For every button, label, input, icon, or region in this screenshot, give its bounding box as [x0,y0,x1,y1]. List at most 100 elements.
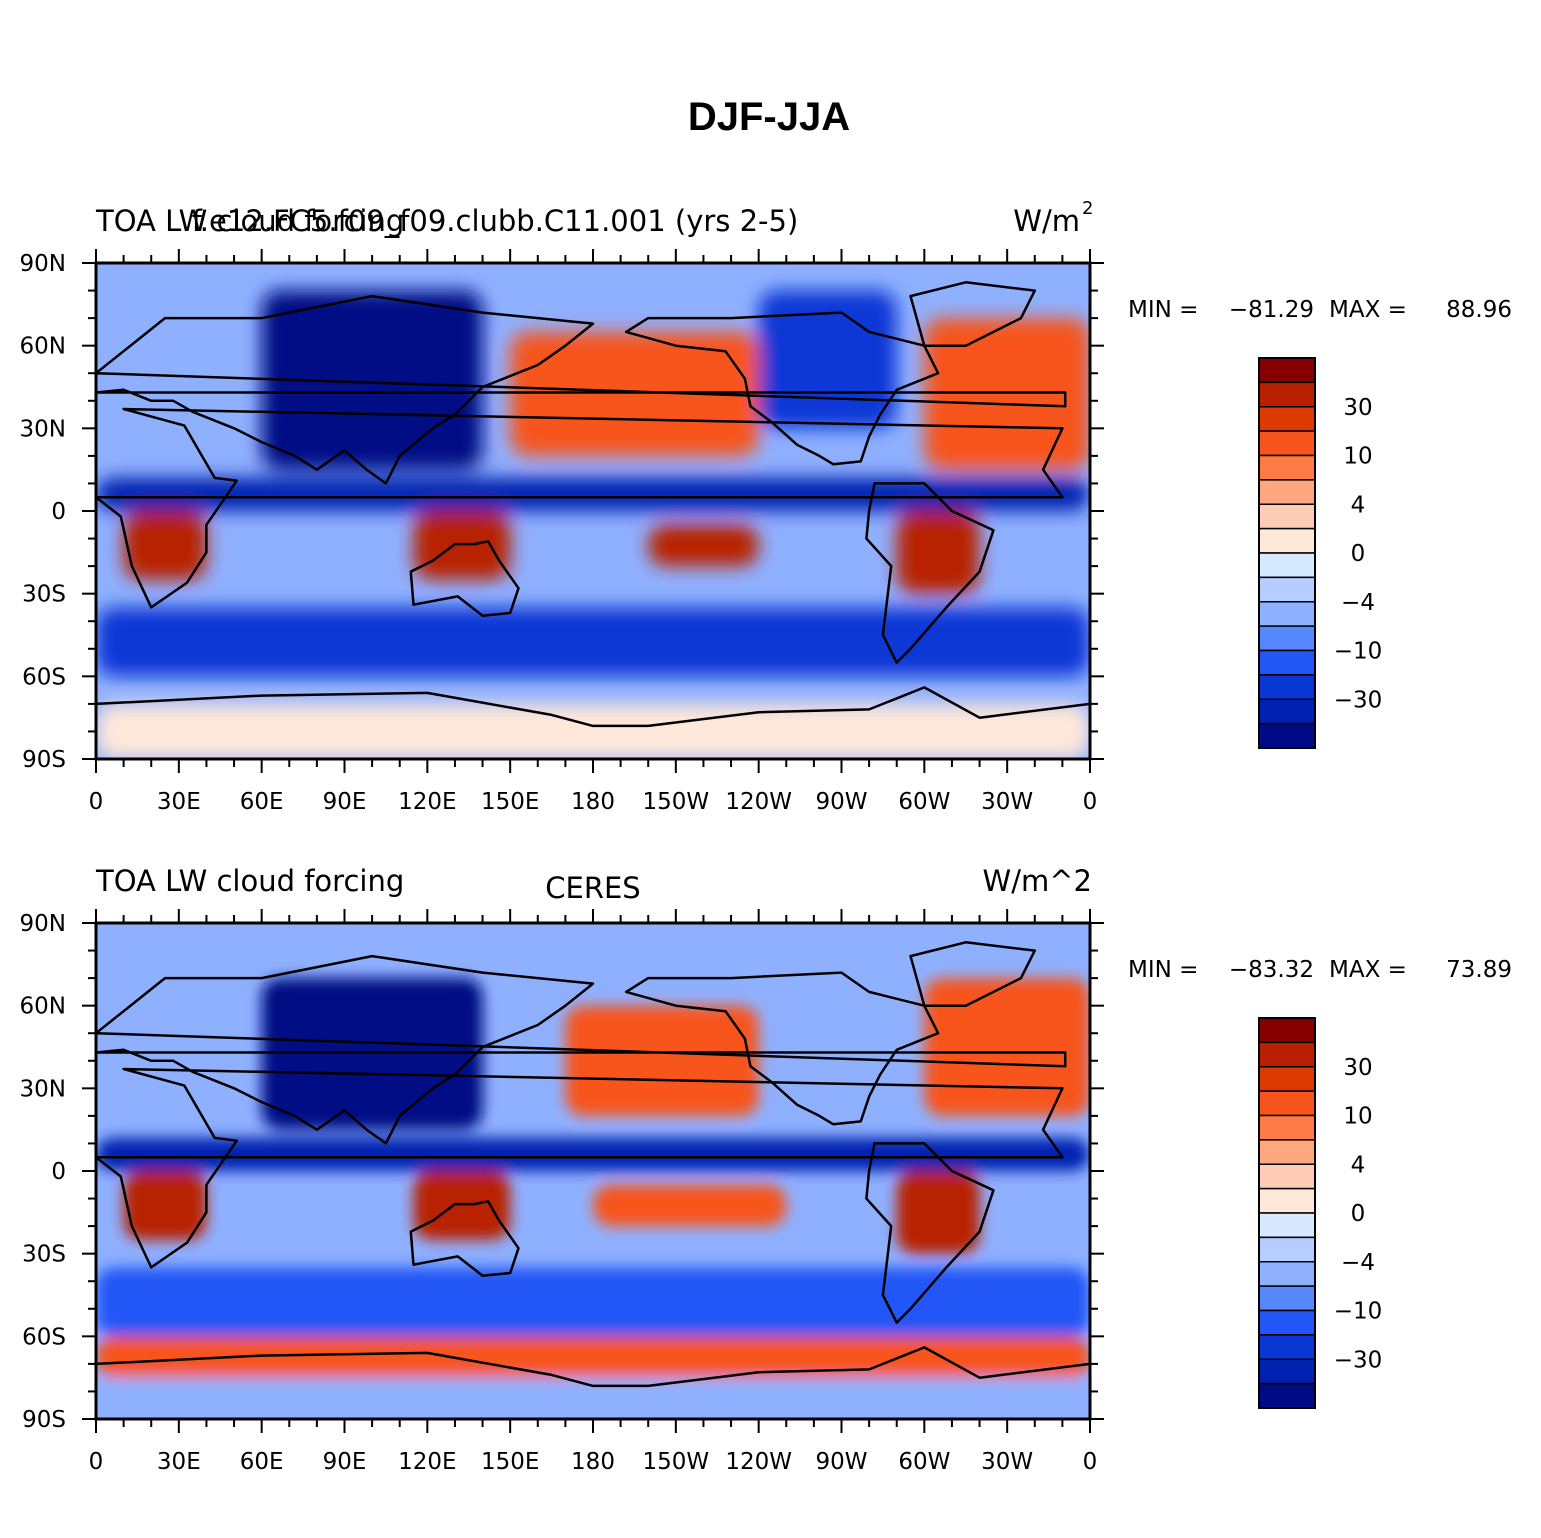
colorbar-swatch [1258,552,1316,579]
x-tick-label: 60E [240,1449,284,1475]
field-region [96,1137,1090,1171]
colorbar-label: 4 [1351,1152,1366,1178]
field-region [565,1005,759,1116]
coastline [409,540,520,617]
coastline [96,954,1067,1145]
figure-title: DJF-JJA [688,95,850,139]
colorbar-label: 4 [1351,492,1366,518]
field-region [648,524,759,567]
field-region [413,1171,511,1240]
colorbar-label: 10 [1343,1104,1372,1130]
coastline [909,281,1037,347]
x-tick-labels: 0 30E 60E 90E 120E 150E 180 150W 120W 90W 60W 30W 0 [89,1449,1098,1475]
colorbar-swatch [1258,381,1316,408]
y-tick-labels: 90N 60N 30N 0 30S 60S 90S [20,251,66,773]
colorbar-swatch [1258,1090,1316,1117]
y-tick-label: 30N [20,1076,66,1102]
min-label: MIN = [1128,297,1198,323]
x-tick-label: 30E [157,1449,201,1475]
field-region [96,607,1090,677]
panel-ceres: TOA LW cloud forcing CERES W/m^2 0 30E 60E… [20,864,1512,1475]
colorbar-swatch [1258,698,1316,725]
tick-marks [82,909,1104,1433]
x-tick-label: 90W [815,789,867,815]
colorbar-swatch [1258,722,1316,749]
field-region [896,511,980,594]
colorbar-swatch [1258,357,1316,384]
y-tick-label: 90S [22,747,66,773]
field-region [123,1171,207,1240]
colorbar-swatch [1258,1309,1316,1336]
y-tick-label: 90S [22,1407,66,1433]
coastline [409,1200,520,1277]
x-tick-label: 30W [981,789,1033,815]
coastlines [96,281,1090,728]
colorbar-label: 10 [1343,444,1372,470]
y-tick-label: 30N [20,416,66,442]
coastline [909,941,1037,1007]
colorbar-swatch [1258,430,1316,457]
colorbar-frame [1258,1017,1316,1409]
x-tick-labels: 0 30E 60E 90E 120E 150E 180 150W 120W 90W 60W 30W 0 [89,789,1098,815]
coastline [865,482,995,664]
coastlines [96,941,1090,1388]
x-tick-label: 90E [323,789,367,815]
colorbar: 30 10 4 0 −4 −10 −30 [1258,357,1383,749]
colorbar-swatch [1258,454,1316,481]
x-tick-label: 90E [323,1449,367,1475]
y-tick-label: 60S [22,664,66,690]
colorbar-swatch [1258,479,1316,505]
field-region [261,978,483,1130]
x-tick-label: 0 [1083,1449,1098,1475]
colorbar-swatch [1258,1139,1316,1165]
y-tick-labels: 90N 60N 30N 0 30S 60S 90S [20,911,66,1433]
x-tick-label: 120W [725,1449,792,1475]
colorbar-swatch [1258,576,1316,603]
max-label: MAX = [1329,957,1407,983]
x-tick-label: 150W [643,1449,710,1475]
field-region [758,290,897,429]
colorbar-swatch [1258,406,1316,432]
colorbar-swatch [1258,1285,1316,1312]
panel-center-title: f.e12.FC5.f09_f09.clubb.C11.001 (yrs 2-5… [192,204,799,238]
field-blobs [96,290,1090,759]
colorbar-label: 30 [1343,1055,1372,1081]
colorbar-swatch [1258,1041,1316,1068]
coastline [624,311,940,466]
panel-units: W/m [1013,204,1080,238]
x-tick-label: 180 [571,789,615,815]
units-superscript: 2 [1082,198,1093,219]
panel-model: TOA LW cloud forcing f.e12.FC5.f09_f09.c… [20,198,1512,815]
coastline [96,294,1067,485]
field-region [96,1377,1090,1419]
y-tick-label: 0 [51,499,66,525]
x-tick-label: 30E [157,789,201,815]
field-region [261,290,483,470]
colorbar-swatch [1258,1236,1316,1263]
colorbar-swatch [1258,1114,1316,1141]
panel-units: W/m^2 [983,864,1092,898]
x-tick-label: 0 [89,1449,104,1475]
max-value: 88.96 [1446,297,1512,323]
y-tick-label: 90N [20,911,66,937]
field-region [96,477,1090,511]
max-value: 73.89 [1446,957,1512,983]
x-tick-label: 120E [398,1449,456,1475]
y-tick-label: 60N [20,334,66,360]
colorbar-swatch [1258,1261,1316,1287]
colorbar-label: −10 [1334,639,1383,665]
colorbar-swatch [1258,503,1316,530]
x-tick-label: 180 [571,1449,615,1475]
x-tick-label: 150E [481,1449,539,1475]
stats-readout: MIN = −81.29 MAX = 88.96 [1128,297,1512,323]
x-tick-label: 90W [815,1449,867,1475]
min-label: MIN = [1128,957,1198,983]
map-field [96,263,1090,759]
field-region [96,1267,1090,1337]
colorbar-swatch [1258,1163,1316,1190]
colorbar-label: −30 [1334,687,1383,713]
x-tick-label: 60W [898,1449,950,1475]
y-tick-label: 0 [51,1159,66,1185]
y-tick-label: 30S [22,1242,66,1268]
colorbar-swatch [1258,1358,1316,1385]
